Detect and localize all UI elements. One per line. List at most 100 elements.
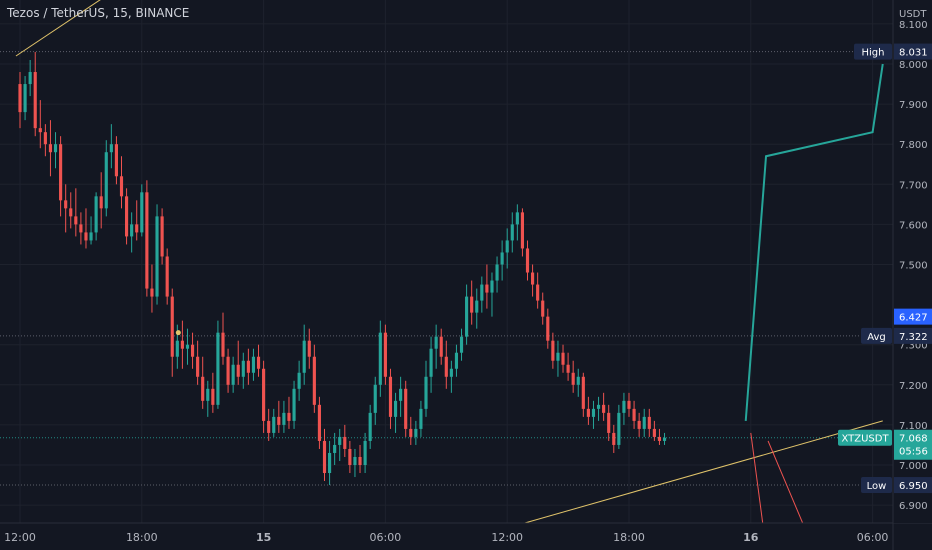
candle-body [500,252,504,265]
candle-body [368,412,372,441]
candle-body [409,428,413,437]
candle-body [94,196,98,233]
candle-body [399,388,403,401]
candle-body [617,412,621,445]
candle-body [485,284,489,293]
candle-body [495,264,499,281]
candle-body [566,364,570,373]
badge-label-avg: Avg [867,332,886,343]
candle-body [551,340,555,361]
candle-body [652,428,656,437]
bullish-projection-path [744,63,884,421]
candle-body [190,344,195,357]
candle-body [69,208,73,217]
candle-body [536,284,540,301]
candle-body [130,224,134,237]
candle-body [662,437,667,441]
candle-body [622,400,626,413]
candle-body [251,356,256,373]
time-axis[interactable]: 12:00 18:00 15 06:00 12:00 18:00 16 06:00 [0,522,932,550]
candle-body [510,224,514,241]
candle-body [627,400,631,409]
candle-body [104,152,108,209]
price-tick-label: 7.500 [899,261,928,272]
level-badge-bg [894,308,932,325]
candle-body [119,176,124,197]
candle-body [571,372,575,385]
candle-body [307,340,311,357]
candle-body [74,216,78,225]
candle-body [150,288,154,297]
candle-body [292,388,296,421]
candle-body [439,336,443,357]
candle-body [642,416,646,429]
lower-trendline [517,420,883,526]
candle-body [109,144,113,153]
candle-body [637,420,641,429]
currency-label: USDT [899,9,927,20]
candle-body [84,232,88,241]
candle-body [216,332,220,405]
candle-body [393,400,398,417]
candle-body [196,356,200,377]
candle-body [170,296,174,357]
candle-body [241,360,245,377]
candle-body [59,144,63,201]
candle-body [444,356,448,377]
bearish-projection-line [767,440,805,526]
candle-body [206,388,210,401]
candle-body [531,272,535,285]
candle-body [140,192,144,233]
candle-body [348,448,352,465]
price-tick-label: 7.700 [899,180,928,191]
candle-body [343,436,347,449]
candle-body [556,352,560,361]
time-tick-label: 06:00 [370,531,402,544]
candle-body [434,336,438,349]
price-badges: High 8.031 Avg 7.322 Low 6.950 6.427 XTZUSDT 7.0… [838,43,932,494]
last-price-badge-bg [894,429,932,460]
candle-body [505,240,509,253]
candle-body [322,440,327,474]
candle-body [429,348,433,377]
candle-body [378,332,382,385]
candle-body [53,144,58,153]
badge-label-bg [854,43,892,60]
candles [18,51,667,486]
candle-body [79,224,83,233]
price-tick-label: 6.900 [899,501,928,512]
candle-body [317,404,321,441]
candle-body [38,128,42,133]
price-tick-label: 7.900 [899,100,928,111]
candle-body [363,440,367,465]
candle-body [246,360,250,373]
price-tick-label: 7.100 [899,421,928,432]
candle-body [388,376,393,417]
time-tick-label: 15 [256,531,271,544]
candle-body [358,456,362,465]
candle-body [581,376,585,409]
candle-body [632,408,636,421]
candle-body [424,376,428,409]
candle-body [576,376,580,385]
candle-body [160,216,164,257]
countdown-value: 05:56 [899,447,928,458]
time-tick-label: 18:00 [126,531,158,544]
candle-body [18,84,22,113]
candle-body [89,232,93,241]
price-tick-label: 7.800 [899,140,928,151]
time-axis-background [0,523,932,550]
badge-value-bg [894,43,932,60]
candle-body [145,192,149,289]
candle-body [155,216,159,297]
time-tick-label: 16 [743,531,759,544]
drawings[interactable] [15,0,884,526]
bearish-projection-line [750,432,764,526]
symbol-badge-bg [838,429,892,446]
candle-body [561,352,565,365]
candle-body [287,412,291,421]
